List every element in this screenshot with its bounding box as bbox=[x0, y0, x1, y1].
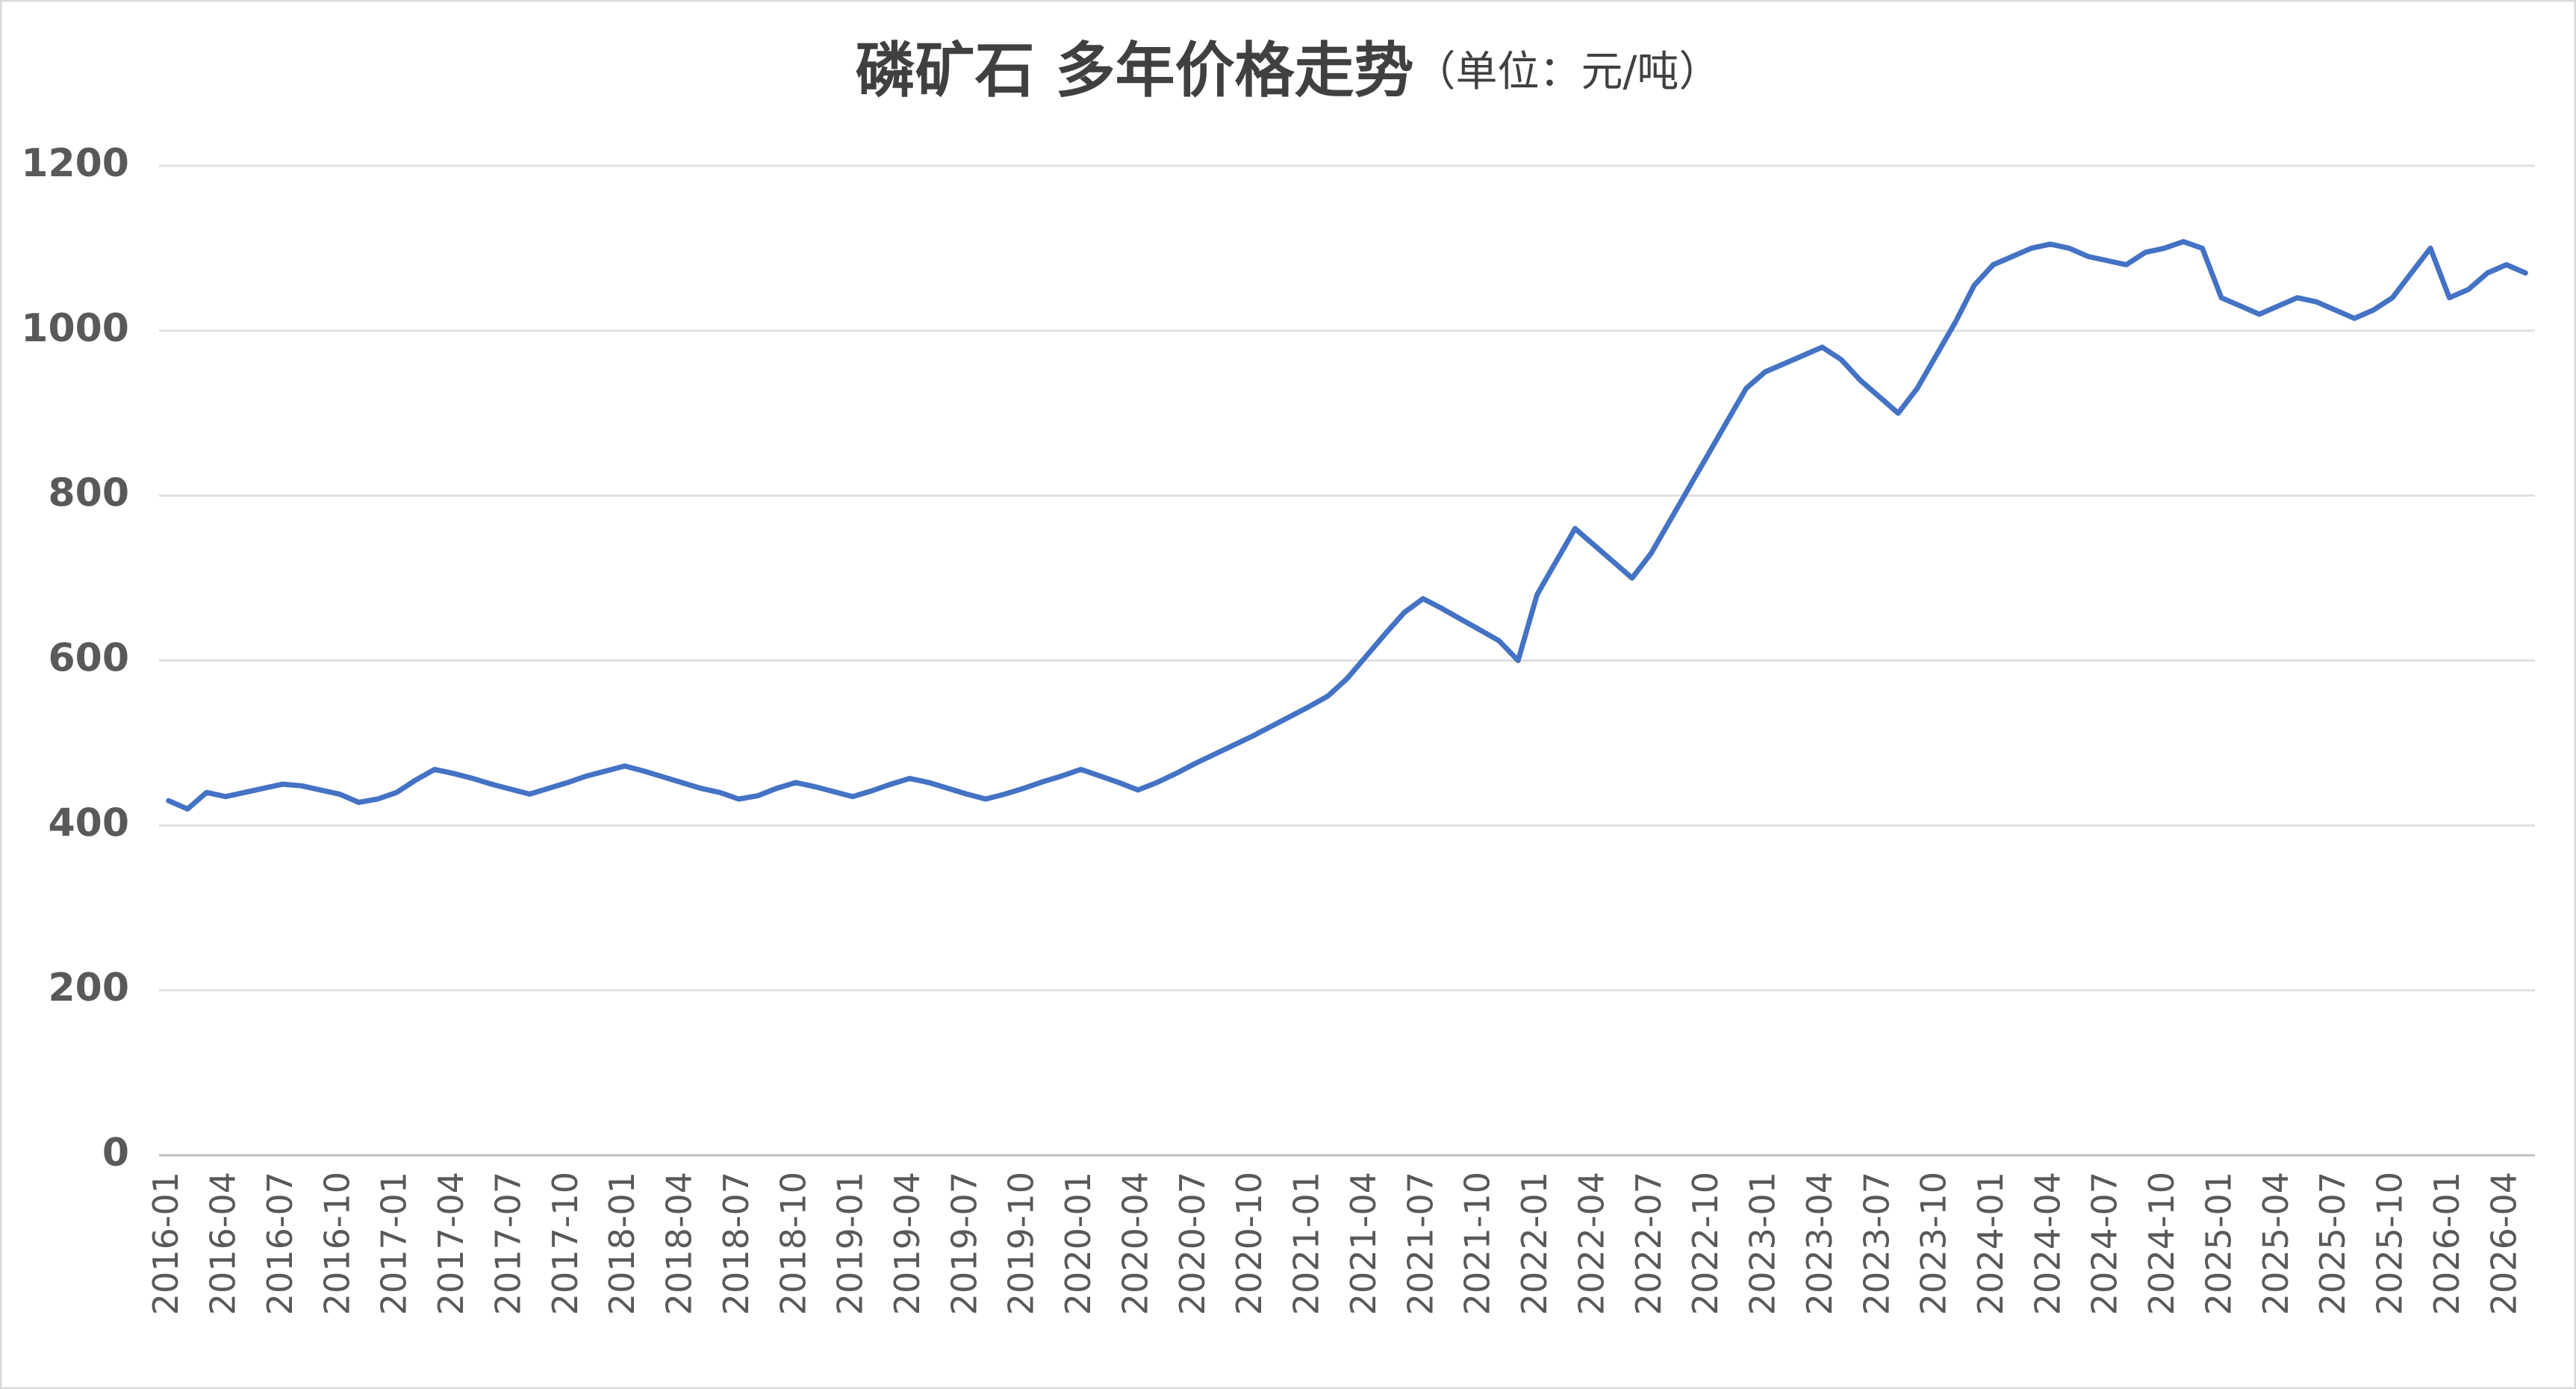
x-tick-label: 2019-10 bbox=[1001, 1172, 1042, 1315]
x-tick-label: 2024-01 bbox=[1970, 1172, 2011, 1315]
x-tick-label: 2021-10 bbox=[1457, 1172, 1498, 1315]
x-tick-label: 2025-10 bbox=[2370, 1172, 2410, 1315]
x-tick-label: 2026-01 bbox=[2427, 1172, 2467, 1315]
x-tick-label: 2022-10 bbox=[1685, 1172, 1726, 1315]
x-tick-label: 2023-10 bbox=[1914, 1172, 1954, 1315]
chart-title-group: 磷矿石 多年价格走势（单位：元/吨） bbox=[856, 36, 1721, 105]
y-tick-label: 1200 bbox=[21, 141, 129, 186]
x-tick-label: 2016-01 bbox=[146, 1172, 186, 1315]
x-tick-label: 2021-01 bbox=[1287, 1172, 1327, 1315]
x-tick-label: 2025-04 bbox=[2256, 1172, 2296, 1315]
y-tick-label: 0 bbox=[102, 1131, 129, 1175]
x-tick-label: 2019-01 bbox=[830, 1172, 871, 1315]
y-tick-label: 800 bbox=[48, 471, 129, 516]
x-tick-label: 2026-04 bbox=[2483, 1172, 2524, 1315]
x-tick-label: 2017-10 bbox=[545, 1172, 585, 1315]
x-tick-label: 2022-07 bbox=[1628, 1172, 1669, 1315]
x-tick-label: 2017-04 bbox=[431, 1172, 471, 1315]
y-tick-label: 600 bbox=[48, 636, 129, 681]
x-tick-label: 2017-01 bbox=[374, 1172, 414, 1315]
x-tick-label: 2020-01 bbox=[1058, 1172, 1098, 1315]
x-tick-label: 2024-07 bbox=[2085, 1172, 2125, 1315]
x-tick-label: 2019-04 bbox=[887, 1172, 927, 1315]
x-tick-label: 2021-07 bbox=[1400, 1172, 1440, 1315]
x-tick-label: 2020-04 bbox=[1115, 1172, 1155, 1315]
y-tick-label: 400 bbox=[48, 801, 129, 845]
x-tick-label: 2017-07 bbox=[488, 1172, 528, 1315]
x-tick-label: 2016-07 bbox=[260, 1172, 300, 1315]
chart-subtitle: （单位：元/吨） bbox=[1413, 48, 1720, 96]
x-tick-label: 2018-10 bbox=[773, 1172, 813, 1315]
x-tick-label: 2018-04 bbox=[659, 1172, 700, 1315]
x-tick-label: 2025-07 bbox=[2312, 1172, 2353, 1315]
x-tick-label: 2023-04 bbox=[1799, 1172, 1840, 1315]
x-tick-label: 2018-07 bbox=[716, 1172, 756, 1315]
x-tick-label: 2020-07 bbox=[1172, 1172, 1213, 1315]
x-tick-label: 2020-10 bbox=[1229, 1172, 1269, 1315]
x-tick-label: 2022-04 bbox=[1571, 1172, 1611, 1315]
x-tick-label: 2023-07 bbox=[1856, 1172, 1897, 1315]
x-tick-label: 2021-04 bbox=[1343, 1172, 1384, 1315]
x-tick-label: 2025-01 bbox=[2198, 1172, 2239, 1315]
x-tick-label: 2023-01 bbox=[1743, 1172, 1783, 1315]
chart-title: 磷矿石 多年价格走势 bbox=[856, 36, 1414, 105]
x-tick-label: 2024-04 bbox=[2027, 1172, 2068, 1315]
x-tick-label: 2024-10 bbox=[2141, 1172, 2182, 1315]
x-tick-label: 2016-04 bbox=[203, 1172, 243, 1315]
x-tick-label: 2018-01 bbox=[602, 1172, 642, 1315]
x-tick-label: 2016-10 bbox=[317, 1172, 357, 1315]
x-tick-label: 2019-07 bbox=[944, 1172, 984, 1315]
y-tick-label: 1000 bbox=[21, 306, 129, 351]
x-tick-label: 2022-01 bbox=[1514, 1172, 1555, 1315]
y-tick-label: 200 bbox=[48, 966, 129, 1010]
data-line bbox=[166, 239, 2528, 812]
